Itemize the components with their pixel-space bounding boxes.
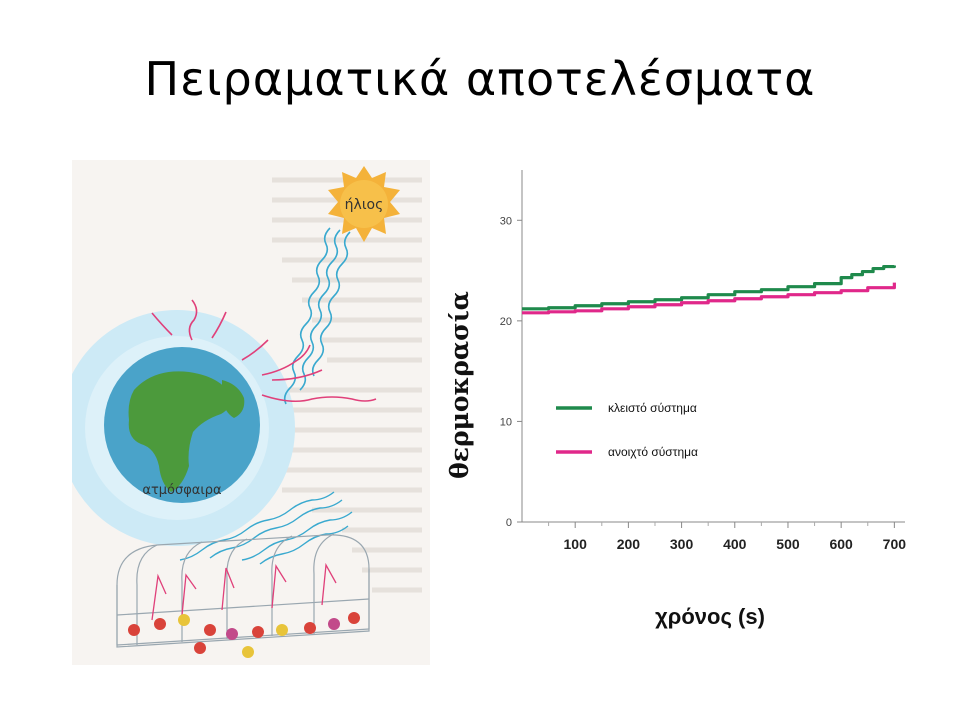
y-axis-ticks: 0 10 20 30 — [500, 215, 522, 529]
greenhouse-effect-illustration: ήλιος ατμόσφαιρα — [72, 160, 430, 665]
series-line-1 — [522, 264, 896, 311]
sun — [328, 166, 400, 242]
series-line-2 — [522, 282, 896, 315]
x-tick-label: 600 — [829, 536, 853, 552]
sun-rays — [283, 227, 351, 405]
chart-legend: κλειστό σύστημα ανοιχτό σύστημα — [556, 401, 698, 459]
y-tick-label: 30 — [500, 215, 512, 227]
x-tick-label: 400 — [723, 536, 747, 552]
chart-axes — [521, 170, 905, 523]
earth-land — [128, 371, 231, 492]
y-axis-label: θερμοκρασία — [445, 291, 474, 479]
x-axis-ticks: 100 200 300 400 500 600 700 — [548, 522, 907, 552]
greenhouse-plants — [128, 612, 360, 658]
x-tick-label: 100 — [564, 536, 588, 552]
x-axis-label: χρόνος (s) — [655, 604, 765, 629]
y-tick-label: 10 — [500, 416, 512, 428]
legend-label: κλειστό σύστημα — [608, 401, 697, 415]
sun-label: ήλιος — [345, 197, 384, 213]
atmosphere-label: ατμόσφαιρα — [142, 483, 221, 498]
x-tick-label: 300 — [670, 536, 694, 552]
x-tick-label: 500 — [776, 536, 800, 552]
heat-rays — [151, 299, 377, 403]
chart-series — [522, 264, 896, 315]
greenhouse-heat-arrows — [151, 562, 337, 621]
x-tick-label: 700 — [883, 536, 907, 552]
y-tick-label: 20 — [500, 316, 512, 328]
legend-label: ανοιχτό σύστημα — [608, 445, 698, 459]
slide-title: Πειραματικά αποτελέσματα — [144, 52, 816, 106]
temperature-chart: 0 10 20 30 100 200 300 400 500 600 700 κλειστό σύ… — [445, 170, 907, 629]
greenhouse — [116, 533, 370, 648]
x-tick-label: 200 — [617, 536, 641, 552]
y-tick-label: 0 — [506, 517, 512, 529]
